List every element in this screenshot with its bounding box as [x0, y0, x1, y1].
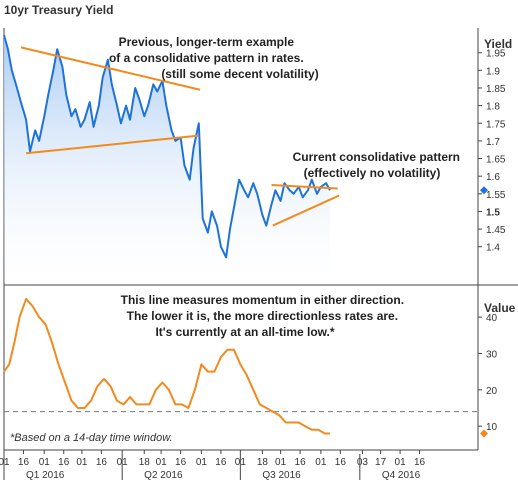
- yield-tick-label: 1.8: [486, 102, 500, 113]
- current-pattern-note: Current consolidative pattern (effective…: [293, 150, 464, 180]
- previous-pattern-note-line-3: (still some decent volatility): [161, 67, 318, 81]
- x-axis-ticks: 01 16 01 16 01 16 01 18 01 16 01 16 01 18 01 16 01 16 03 17…: [0, 450, 426, 480]
- yield-tick-label: 1.9: [486, 66, 500, 77]
- yield-axis-label: Yield: [484, 37, 512, 51]
- x-tick-label: 01: [275, 457, 287, 468]
- value-axis-ticks: 40 30 20 10: [478, 313, 498, 433]
- yield-area-fill: [4, 35, 330, 282]
- quarter-label: Q2 2016: [144, 470, 183, 480]
- yield-tick-label: 1.65: [486, 155, 506, 166]
- x-tick-label: 01: [196, 457, 208, 468]
- yield-line: [3, 34, 331, 259]
- x-tick-label: 18: [257, 457, 269, 468]
- trendline: [271, 183, 338, 190]
- x-tick-label: 03: [357, 457, 369, 468]
- value-current-marker: [480, 429, 488, 438]
- yield-current-marker: [480, 186, 488, 195]
- value-tick-label: 20: [486, 386, 498, 397]
- x-tick-label: 01: [315, 457, 327, 468]
- x-tick-label: 16: [175, 457, 187, 468]
- x-tick-label: 16: [58, 457, 70, 468]
- x-tick-label: 01: [76, 457, 88, 468]
- x-tick-label: 01: [395, 457, 407, 468]
- yield-tick-label: 1.75: [486, 119, 506, 130]
- previous-pattern-note-line-2: of a consolidative pattern in rates.: [109, 51, 304, 65]
- trendlines: [20, 46, 340, 227]
- x-tick-label: 01: [0, 457, 10, 468]
- x-tick-label: 16: [96, 457, 108, 468]
- trendline: [20, 46, 201, 91]
- x-tick-label: 16: [215, 457, 227, 468]
- momentum-note-line-1: This line measures momentum in either di…: [121, 293, 404, 307]
- x-tick-label: 16: [18, 457, 30, 468]
- x-tick-label: 16: [335, 457, 347, 468]
- yield-tick-label: 1.7: [486, 137, 500, 148]
- momentum-note-line-2: The lower it is, the more directionless …: [127, 309, 398, 323]
- x-tick-label: 01: [156, 457, 168, 468]
- x-tick-label: 16: [295, 457, 307, 468]
- current-pattern-note-line-1: Current consolidative pattern: [293, 150, 460, 164]
- value-tick-label: 30: [486, 349, 498, 360]
- chart-title: 10yr Treasury Yield: [4, 3, 113, 17]
- yield-tick-label: 1.85: [486, 84, 506, 95]
- value-tick-label: 40: [486, 313, 498, 324]
- trendline: [25, 134, 199, 155]
- trendline: [272, 194, 340, 227]
- yield-axis-ticks: 1.95 1.9 1.85 1.8 1.75 1.7 1.65 1.6 1.55 1.5 1.45 1…: [478, 49, 506, 254]
- yield-tick-label: 1.95: [486, 49, 506, 60]
- x-tick-label: 18: [139, 457, 151, 468]
- yield-tick-label: 1.45: [486, 225, 506, 236]
- x-tick-label: 01: [39, 457, 51, 468]
- value-tick-label: 10: [486, 422, 498, 433]
- previous-pattern-note: Previous, longer-term example of a conso…: [109, 35, 319, 81]
- current-pattern-note-line-2: (effectively no volatility): [304, 166, 441, 180]
- momentum-line: [3, 297, 330, 435]
- momentum-note-line-3: It's currently at an all-time low.*: [155, 325, 334, 339]
- quarter-label: Q4 2016: [382, 470, 421, 480]
- value-axis-label: Value: [484, 301, 516, 315]
- yield-tick-label: 1.6: [486, 172, 500, 183]
- yield-tick-label: 1.55: [486, 190, 506, 201]
- x-tick-label: 17: [375, 457, 387, 468]
- quarter-label: Q3 2016: [262, 470, 301, 480]
- quarter-label: Q1 2016: [26, 470, 65, 480]
- momentum-note: This line measures momentum in either di…: [121, 293, 408, 339]
- x-tick-label: 16: [414, 457, 426, 468]
- yield-tick-label: 1.5: [486, 207, 500, 218]
- yield-tick-label: 1.4: [486, 243, 500, 254]
- footnote: *Based on a 14-day time window.: [10, 432, 173, 444]
- previous-pattern-note-line-1: Previous, longer-term example: [119, 35, 295, 49]
